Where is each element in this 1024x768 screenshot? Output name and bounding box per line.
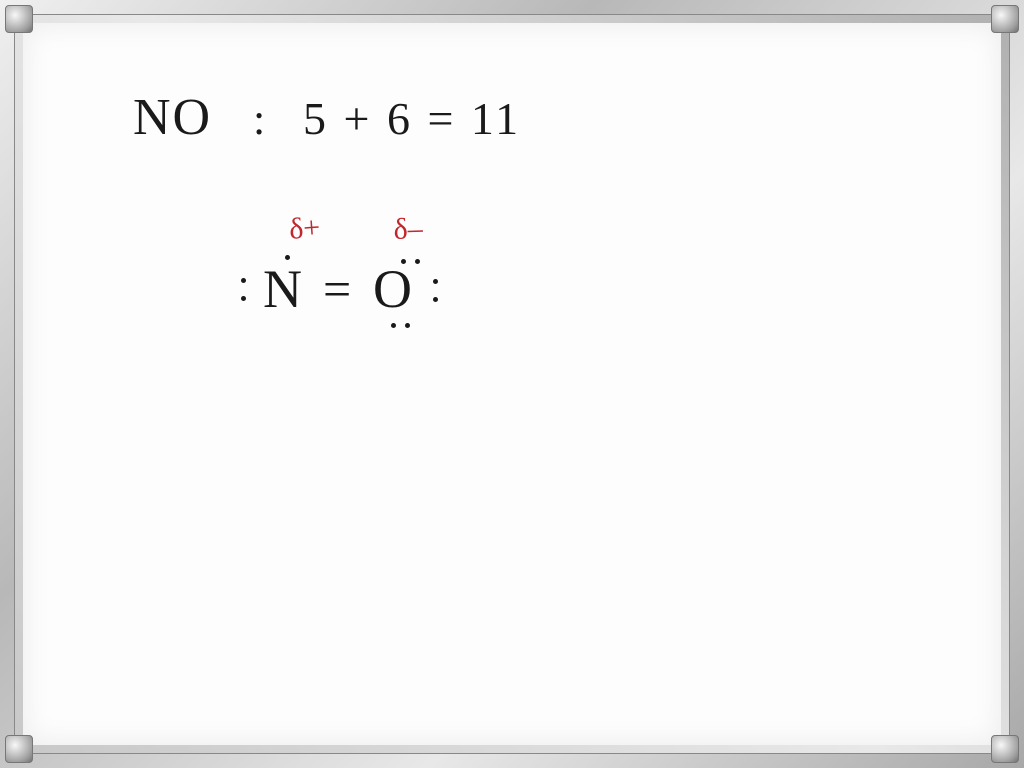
delta-plus-label: δ+: [288, 211, 321, 247]
whiteboard-frame-outer: NO : 5 + 6 = 11 δ+ δ– N = O: [0, 0, 1024, 768]
frame-screw-tr: [991, 5, 1019, 33]
equation-expression: 5 + 6 = 11: [303, 92, 521, 145]
whiteboard-surface: NO : 5 + 6 = 11 δ+ δ– N = O: [23, 23, 1001, 745]
electron-dot: [415, 259, 420, 264]
lewis-O: O: [373, 258, 412, 320]
equation-molecule: NO: [133, 88, 212, 147]
electron-dot: [241, 296, 246, 301]
electron-dot: [433, 279, 438, 284]
electron-dot: [391, 323, 396, 328]
delta-minus-label: δ–: [393, 212, 423, 247]
electron-dot: [401, 259, 406, 264]
electron-dot: [405, 323, 410, 328]
lewis-bond: =: [323, 260, 347, 318]
lewis-N: N: [263, 258, 302, 320]
whiteboard-frame-inner: NO : 5 + 6 = 11 δ+ δ– N = O: [14, 14, 1010, 754]
frame-screw-bl: [5, 735, 33, 763]
frame-screw-tl: [5, 5, 33, 33]
electron-dot: [285, 255, 290, 260]
electron-dot: [241, 278, 246, 283]
frame-screw-br: [991, 735, 1019, 763]
electron-dot: [433, 297, 438, 302]
equation-colon: :: [253, 94, 265, 145]
